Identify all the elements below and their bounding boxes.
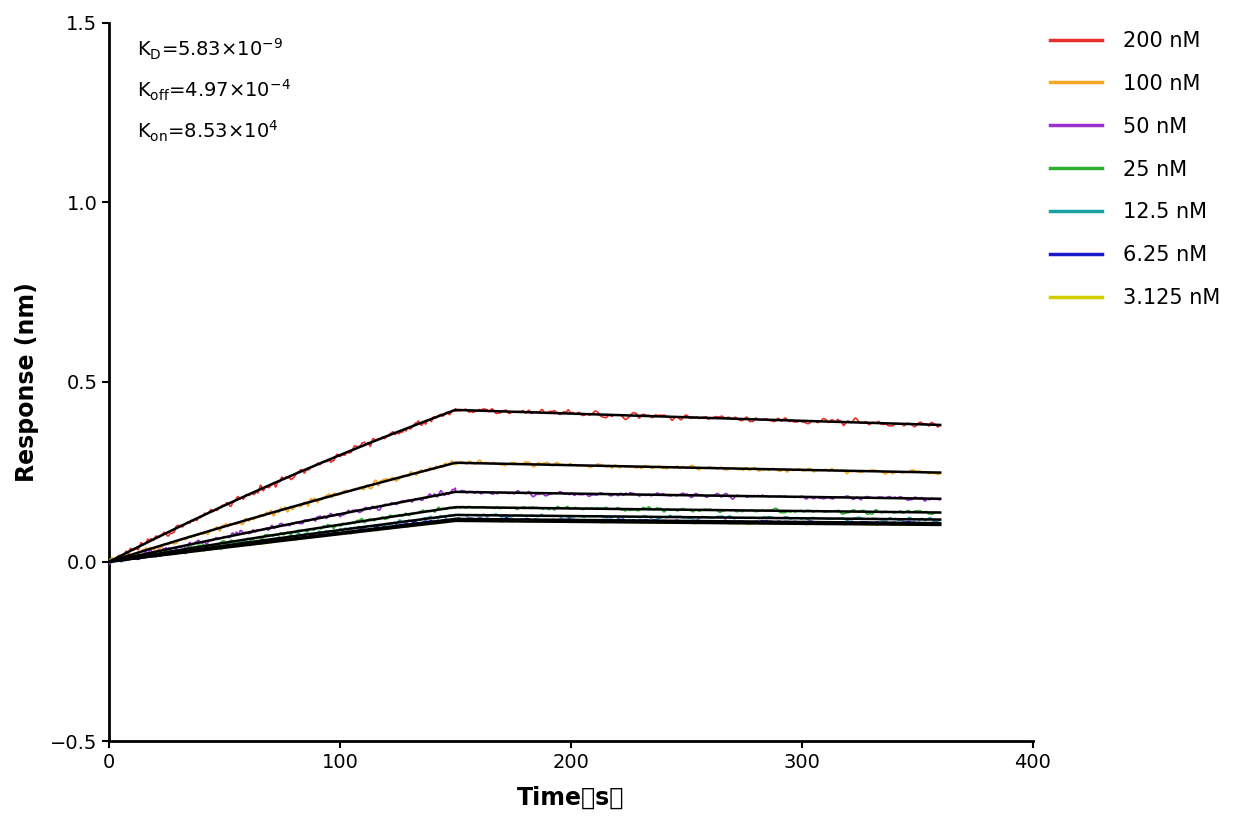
100 nM: [459, 459, 474, 469]
Legend: 200 nM, 100 nM, 50 nM, 25 nM, 12.5 nM, 6.25 nM, 3.125 nM: 200 nM, 100 nM, 50 nM, 25 nM, 12.5 nM, 6…: [1041, 22, 1229, 317]
50 nM: [225, 528, 240, 538]
6.25 nM: [459, 514, 474, 524]
200 nM: [102, 554, 117, 564]
200 nM: [484, 404, 499, 414]
50 nM: [632, 491, 647, 501]
25 nM: [632, 505, 647, 515]
12.5 nM: [415, 514, 430, 524]
25 nM: [102, 554, 117, 564]
6.25 nM: [632, 516, 647, 526]
50 nM: [102, 559, 117, 569]
50 nM: [871, 493, 886, 502]
3.125 nM: [459, 516, 474, 526]
12.5 nM: [102, 555, 117, 565]
Line: 6.25 nM: 6.25 nM: [109, 517, 940, 563]
Line: 100 nM: 100 nM: [109, 460, 940, 561]
200 nM: [933, 421, 948, 431]
12.5 nM: [226, 540, 241, 549]
50 nM: [448, 483, 463, 493]
3.125 nM: [933, 520, 948, 530]
6.25 nM: [102, 558, 117, 568]
25 nM: [459, 502, 474, 512]
6.25 nM: [114, 556, 129, 566]
100 nM: [632, 463, 647, 473]
Line: 200 nM: 200 nM: [109, 409, 940, 562]
12.5 nM: [872, 515, 887, 525]
200 nM: [415, 418, 430, 428]
3.125 nM: [102, 558, 117, 568]
50 nM: [114, 554, 129, 563]
100 nM: [415, 467, 430, 477]
200 nM: [632, 412, 647, 422]
200 nM: [116, 551, 131, 561]
X-axis label: Time（s）: Time（s）: [518, 786, 624, 810]
6.25 nM: [225, 541, 240, 551]
100 nM: [872, 466, 887, 476]
3.125 nM: [871, 520, 886, 530]
25 nM: [226, 537, 241, 547]
50 nM: [415, 495, 430, 505]
6.25 nM: [499, 512, 514, 522]
6.25 nM: [933, 520, 948, 530]
100 nM: [473, 455, 488, 465]
12.5 nM: [116, 554, 131, 564]
200 nM: [226, 497, 241, 507]
Line: 12.5 nM: 12.5 nM: [109, 514, 940, 562]
12.5 nM: [933, 515, 948, 525]
12.5 nM: [632, 512, 647, 522]
200 nM: [872, 417, 887, 427]
200 nM: [459, 405, 474, 415]
3.125 nM: [632, 518, 647, 528]
3.125 nM: [225, 541, 240, 551]
Text: K$_{\mathregular{D}}$=5.83×10$^{-9}$
K$_{\mathregular{off}}$=4.97×10$^{-4}$
K$_{: K$_{\mathregular{D}}$=5.83×10$^{-9}$ K$_…: [137, 37, 291, 144]
100 nM: [108, 556, 123, 566]
3.125 nM: [114, 555, 129, 565]
Line: 25 nM: 25 nM: [109, 507, 940, 562]
100 nM: [102, 556, 117, 566]
Y-axis label: Response (nm): Response (nm): [15, 282, 39, 482]
12.5 nM: [489, 509, 504, 519]
Line: 3.125 nM: 3.125 nM: [109, 520, 940, 563]
25 nM: [415, 505, 430, 515]
100 nM: [116, 551, 131, 561]
3.125 nM: [448, 515, 463, 525]
12.5 nM: [459, 511, 474, 521]
200 nM: [104, 557, 119, 567]
100 nM: [933, 469, 948, 478]
25 nM: [933, 508, 948, 518]
25 nM: [872, 507, 887, 516]
6.25 nM: [871, 517, 886, 527]
Line: 50 nM: 50 nM: [109, 488, 940, 564]
50 nM: [459, 488, 474, 497]
25 nM: [114, 557, 129, 567]
6.25 nM: [415, 517, 430, 527]
100 nM: [226, 519, 241, 529]
25 nM: [462, 502, 476, 512]
3.125 nM: [415, 520, 430, 530]
50 nM: [933, 495, 948, 505]
12.5 nM: [106, 557, 121, 567]
25 nM: [116, 556, 131, 566]
